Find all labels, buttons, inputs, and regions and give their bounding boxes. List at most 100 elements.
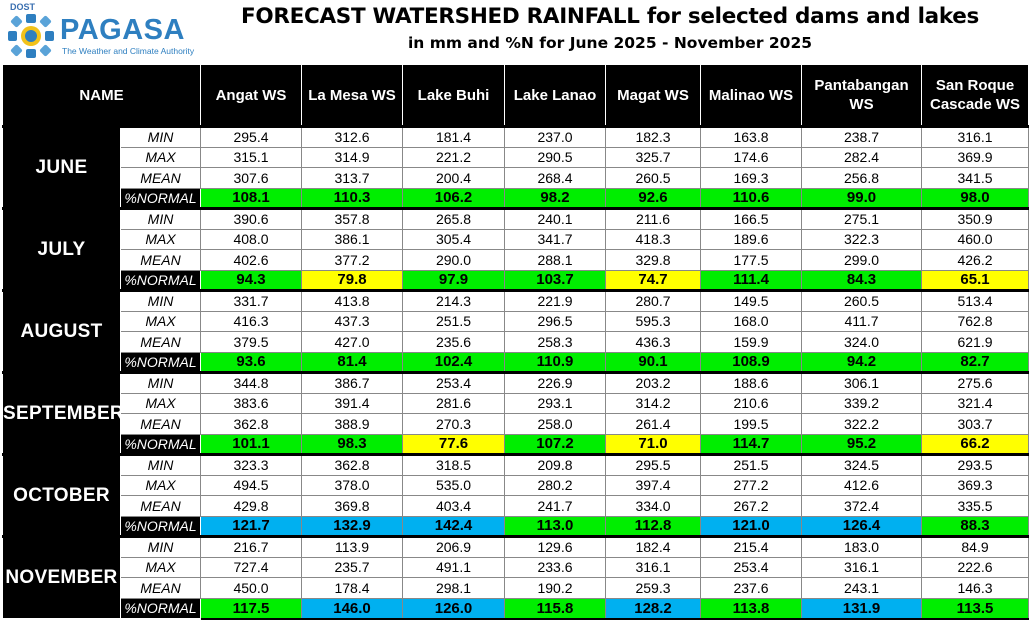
percent-normal-cell: 110.9 — [504, 351, 607, 374]
dost-label: DOST — [10, 2, 36, 12]
stat-label: %NORMAL — [119, 433, 202, 456]
rainfall-value-cell: 241.7 — [504, 495, 607, 517]
rainfall-value-cell: 402.6 — [200, 249, 303, 271]
percent-normal-cell: 146.0 — [301, 597, 404, 620]
rainfall-value-cell: 318.5 — [402, 453, 506, 476]
percent-normal-cell: 103.7 — [504, 269, 607, 292]
percent-normal-cell: 74.7 — [605, 269, 702, 292]
rainfall-value-cell: 260.5 — [801, 289, 923, 312]
table-row: NOVEMBER MIN 216.7 113.9 206.9 129.6 182.4 215.… — [2, 535, 1030, 619]
rainfall-value-cell: 436.3 — [605, 331, 702, 353]
rainfall-value-cell: 372.4 — [801, 495, 923, 517]
column-header: San Roque Cascade WS — [921, 64, 1030, 127]
rainfall-value-cell: 378.0 — [301, 474, 404, 496]
rainfall-value-cell: 206.9 — [402, 535, 506, 558]
percent-normal-cell: 93.6 — [200, 351, 303, 374]
stat-label: MAX — [119, 228, 202, 250]
stat-label: MAX — [119, 556, 202, 578]
rainfall-value-cell: 307.6 — [200, 167, 303, 189]
rainfall-value-cell: 240.1 — [504, 207, 607, 230]
rainfall-value-cell: 313.7 — [301, 167, 404, 189]
rainfall-value-cell: 215.4 — [700, 535, 803, 558]
rainfall-value-cell: 427.0 — [301, 331, 404, 353]
rainfall-value-cell: 369.8 — [301, 495, 404, 517]
rainfall-value-cell: 762.8 — [921, 310, 1030, 332]
percent-normal-cell: 97.9 — [402, 269, 506, 292]
rainfall-value-cell: 295.5 — [605, 453, 702, 476]
rainfall-value-cell: 270.3 — [402, 413, 506, 435]
percent-normal-cell: 81.4 — [301, 351, 404, 374]
percent-normal-cell: 90.1 — [605, 351, 702, 374]
rainfall-value-cell: 362.8 — [200, 413, 303, 435]
rainfall-value-cell: 174.6 — [700, 146, 803, 168]
normal-row: %NORMAL 101.1 98.3 77.6 107.2 71.0 114.7 95.2 66… — [3, 433, 1030, 456]
percent-normal-cell: 111.4 — [700, 269, 803, 292]
stat-label: MIN — [119, 535, 202, 558]
rainfall-value-cell: 235.7 — [301, 556, 404, 578]
rainfall-value-cell: 214.3 — [402, 289, 506, 312]
rainfall-value-cell: 261.4 — [605, 413, 702, 435]
rainfall-value-cell: 149.5 — [700, 289, 803, 312]
rainfall-value-cell: 181.4 — [402, 125, 506, 148]
rainfall-value-cell: 316.1 — [801, 556, 923, 578]
rainfall-value-cell: 334.0 — [605, 495, 702, 517]
name-header: NAME — [1, 64, 202, 127]
rainfall-value-cell: 426.2 — [921, 249, 1030, 271]
stat-label: MEAN — [119, 249, 202, 271]
rainfall-value-cell: 209.8 — [504, 453, 607, 476]
percent-normal-cell: 115.8 — [504, 597, 607, 620]
rainfall-value-cell: 416.3 — [200, 310, 303, 332]
rainfall-value-cell: 233.6 — [504, 556, 607, 578]
rainfall-value-cell: 166.5 — [700, 207, 803, 230]
rainfall-value-cell: 379.5 — [200, 331, 303, 353]
rainfall-value-cell: 325.7 — [605, 146, 702, 168]
percent-normal-cell: 110.3 — [301, 187, 404, 210]
rainfall-value-cell: 377.2 — [301, 249, 404, 271]
percent-normal-cell: 84.3 — [801, 269, 923, 292]
stat-label: MAX — [119, 474, 202, 496]
stat-label: MIN — [119, 371, 202, 394]
rainfall-value-cell: 369.3 — [921, 474, 1030, 496]
rainfall-value-cell: 298.1 — [402, 577, 506, 599]
percent-normal-cell: 131.9 — [801, 597, 923, 620]
rainfall-value-cell: 183.0 — [801, 535, 923, 558]
table-row: JULY MIN 390.6 357.8 265.8 240.1 211.6 166.5 275… — [2, 207, 1030, 291]
stat-label: %NORMAL — [119, 187, 202, 210]
stat-label: MIN — [119, 125, 202, 148]
stat-label: %NORMAL — [119, 515, 202, 538]
table-row: MEAN 307.6 313.7 200.4 268.4 260.5 169.3 256.8 3… — [3, 167, 1030, 189]
rainfall-value-cell: 299.0 — [801, 249, 923, 271]
rainfall-value-cell: 190.2 — [504, 577, 607, 599]
percent-normal-cell: 92.6 — [605, 187, 702, 210]
percent-normal-cell: 108.9 — [700, 351, 803, 374]
report-header: DOST PAGASA The Weather and Climate Auth… — [0, 0, 1030, 64]
percent-normal-cell: 108.1 — [200, 187, 303, 210]
normal-row: %NORMAL 117.5 146.0 126.0 115.8 128.2 113.8 131… — [3, 597, 1030, 620]
stat-label: MAX — [119, 146, 202, 168]
rainfall-value-cell: 339.2 — [801, 392, 923, 414]
percent-normal-cell: 98.3 — [301, 433, 404, 456]
percent-normal-cell: 65.1 — [921, 269, 1030, 292]
rainfall-value-cell: 238.7 — [801, 125, 923, 148]
stat-label: MEAN — [119, 495, 202, 517]
rainfall-value-cell: 282.4 — [801, 146, 923, 168]
percent-normal-cell: 128.2 — [605, 597, 702, 620]
percent-normal-cell: 98.0 — [921, 187, 1030, 210]
rainfall-value-cell: 222.6 — [921, 556, 1030, 578]
rainfall-value-cell: 293.1 — [504, 392, 607, 414]
pagasa-tagline: The Weather and Climate Authority — [62, 46, 195, 56]
rainfall-value-cell: 243.1 — [801, 577, 923, 599]
pagasa-wordmark: PAGASA — [60, 14, 185, 46]
rainfall-value-cell: 369.9 — [921, 146, 1030, 168]
rainfall-value-cell: 322.2 — [801, 413, 923, 435]
column-header: Angat WS — [200, 64, 303, 127]
rainfall-value-cell: 253.4 — [402, 371, 506, 394]
stat-label: MAX — [119, 392, 202, 414]
rainfall-value-cell: 324.5 — [801, 453, 923, 476]
rainfall-value-cell: 362.8 — [301, 453, 404, 476]
rainfall-value-cell: 199.5 — [700, 413, 803, 435]
rainfall-value-cell: 280.2 — [504, 474, 607, 496]
rainfall-value-cell: 306.1 — [801, 371, 923, 394]
rainfall-value-cell: 535.0 — [402, 474, 506, 496]
rainfall-value-cell: 383.6 — [200, 392, 303, 414]
